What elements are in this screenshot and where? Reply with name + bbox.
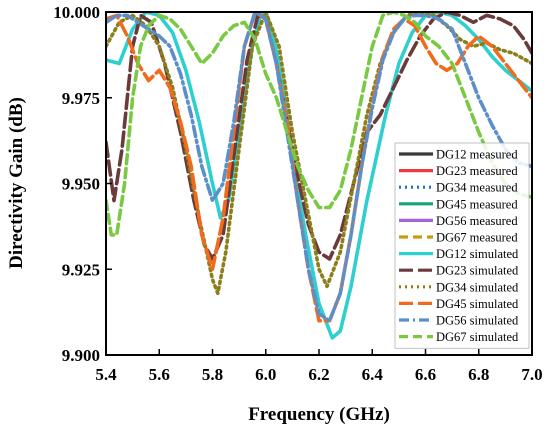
- legend-label-dg67-simulated: DG67 simulated: [436, 330, 519, 344]
- legend-label-dg23-simulated: DG23 simulated: [436, 264, 519, 278]
- x-tick-label: 6.0: [255, 365, 276, 384]
- legend-label-dg45-measured: DG45 measured: [436, 197, 518, 211]
- y-tick-label: 10.000: [53, 3, 100, 22]
- x-tick-label: 5.8: [202, 365, 223, 384]
- x-tick-label: 5.6: [149, 365, 170, 384]
- series-line-dg56-simulated: [106, 12, 532, 323]
- x-tick-label: 6.8: [468, 365, 489, 384]
- y-axis-title: Directivity Gain (dB): [6, 97, 27, 269]
- x-tick-label: 5.4: [95, 365, 117, 384]
- legend-label-dg45-simulated: DG45 simulated: [436, 297, 519, 311]
- legend-label-dg67-measured: DG67 measured: [436, 231, 518, 245]
- series-line-dg12-simulated: [106, 12, 532, 340]
- y-tick-label: 9.900: [62, 346, 100, 365]
- legend: DG12 measured DG23 measured DG34 measured D…: [394, 142, 530, 349]
- legend-label-dg56-simulated: DG56 simulated: [436, 314, 519, 328]
- legend-label-dg12-simulated: DG12 simulated: [436, 247, 519, 261]
- series-layer: [106, 12, 532, 340]
- legend-label-dg12-measured: DG12 measured: [436, 148, 518, 162]
- x-tick-label: 6.2: [308, 365, 329, 384]
- y-tick-label: 9.975: [62, 89, 100, 108]
- x-tick-label: 6.4: [362, 365, 384, 384]
- x-tick-label: 6.6: [415, 365, 436, 384]
- legend-label-dg34-measured: DG34 measured: [436, 181, 518, 195]
- x-tick-label: 7.0: [521, 365, 542, 384]
- series-line-dg67-simulated: [106, 12, 532, 237]
- legend-label-dg34-simulated: DG34 simulated: [436, 280, 519, 294]
- y-tick-label: 9.950: [62, 175, 100, 194]
- legend-label-dg23-measured: DG23 measured: [436, 164, 518, 178]
- y-tick-label: 9.925: [62, 260, 100, 279]
- legend-label-dg56-measured: DG56 measured: [436, 214, 518, 228]
- ticks-layer: 5.4 5.6 5.8 6.0 6.2 6.4 6.6 6.8 7.0 9.900 9.925 9.9…: [53, 3, 542, 384]
- legend-box: [394, 142, 530, 349]
- x-axis-title: Frequency (GHz): [248, 404, 390, 425]
